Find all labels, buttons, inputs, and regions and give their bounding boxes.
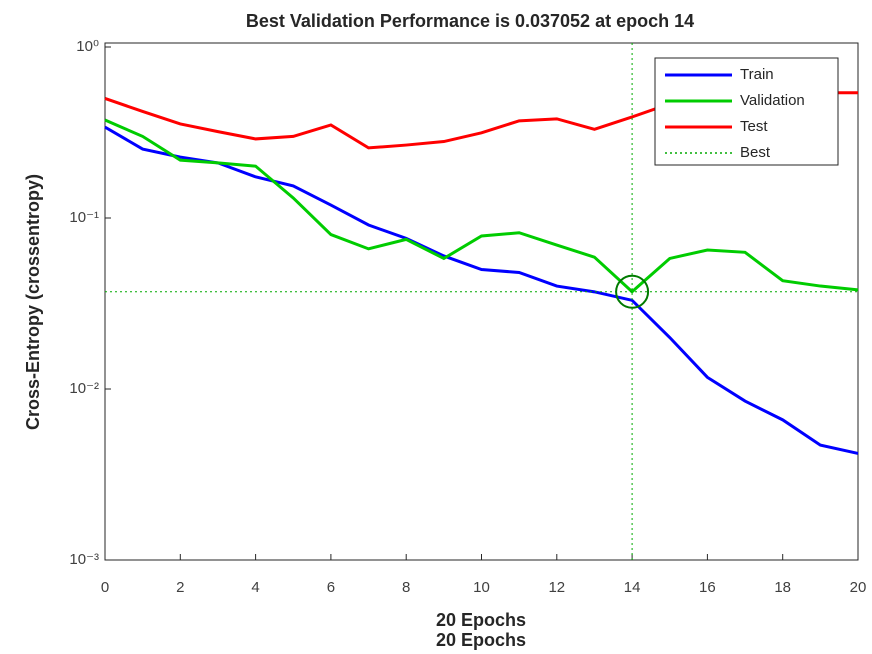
legend-label: Train xyxy=(740,66,774,83)
legend-label: Best xyxy=(740,144,771,161)
legend-label: Validation xyxy=(740,92,805,109)
x-tick-label: 8 xyxy=(402,579,410,596)
legend-label: Test xyxy=(740,118,768,135)
x-tick-label: 16 xyxy=(699,579,716,596)
x-tick-label: 2 xyxy=(176,579,184,596)
x-tick-label: 12 xyxy=(548,579,565,596)
x-tick-label: 20 xyxy=(850,579,867,596)
x-tick-label: 0 xyxy=(101,579,109,596)
y-tick-label: 10⁻³ xyxy=(69,551,99,568)
x-axis-label: 20 Epochs xyxy=(436,610,526,630)
best-marker xyxy=(615,274,650,309)
series-line xyxy=(104,125,859,455)
x-tick-label: 18 xyxy=(774,579,791,596)
x-tick-label: 4 xyxy=(251,579,259,596)
series-line xyxy=(104,118,859,294)
x-axis-label-repeat: 20 Epochs xyxy=(436,630,526,650)
y-tick-label: 10⁻² xyxy=(69,380,99,397)
x-tick-label: 10 xyxy=(473,579,490,596)
chart-title: Best Validation Performance is 0.037052 … xyxy=(246,11,694,31)
y-tick-label: 10⁰ xyxy=(76,38,99,55)
y-axis-label: Cross-Entropy (crossentropy) xyxy=(23,174,43,430)
y-tick-label: 10⁻¹ xyxy=(69,209,99,226)
x-tick-label: 6 xyxy=(327,579,335,596)
x-tick-label: 14 xyxy=(624,579,641,596)
